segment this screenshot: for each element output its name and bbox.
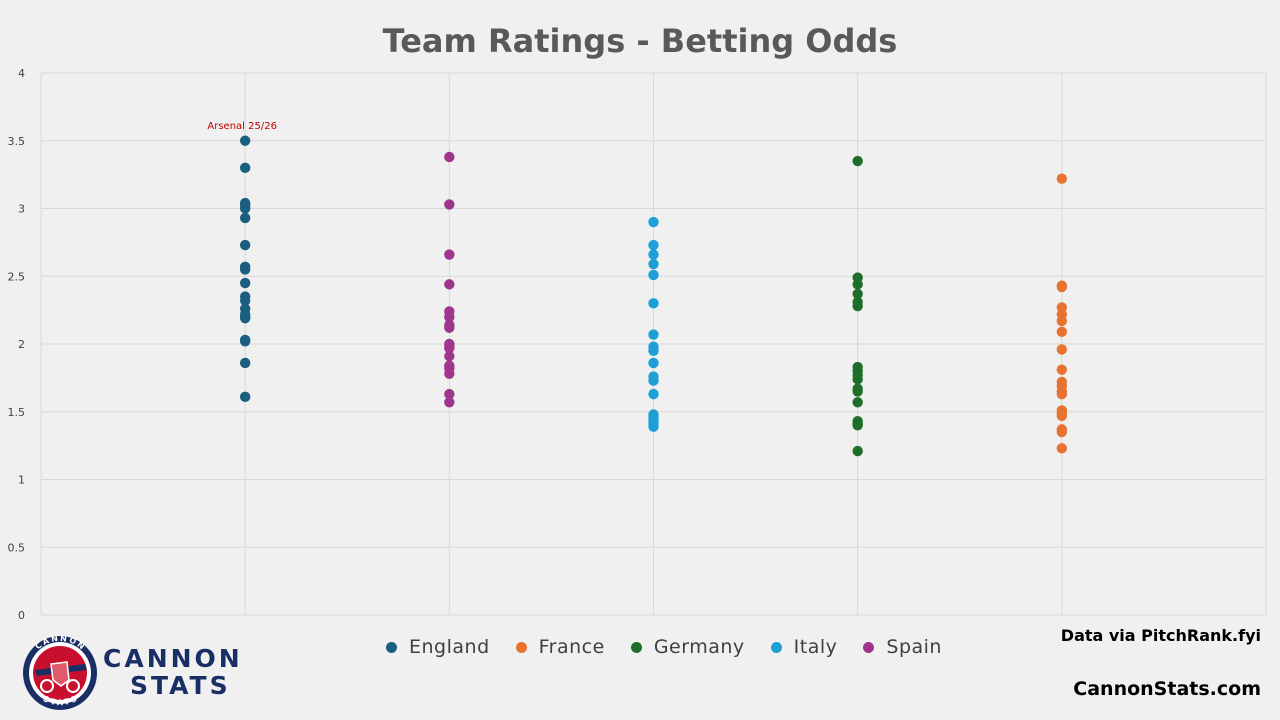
data-point[interactable] [239, 239, 251, 251]
data-point[interactable] [1056, 364, 1068, 375]
legend-label: France [538, 636, 605, 658]
data-point[interactable] [648, 249, 659, 260]
data-point[interactable] [444, 279, 455, 290]
data-point[interactable] [852, 288, 863, 300]
legend-marker-icon [515, 641, 527, 653]
legend-item-france[interactable]: France [515, 636, 605, 658]
data-point[interactable] [852, 445, 863, 457]
series-france [1056, 173, 1068, 454]
data-point[interactable] [239, 162, 251, 174]
data-point[interactable] [444, 350, 455, 362]
y-tick-label: 1.5 [8, 406, 26, 419]
data-point[interactable] [444, 311, 455, 323]
series-italy [648, 216, 659, 432]
data-point[interactable] [1056, 173, 1068, 184]
legend: England France Germany Italy Spain [386, 634, 942, 660]
y-tick-label: 1 [18, 474, 25, 487]
data-point[interactable] [648, 239, 659, 251]
data-point[interactable] [444, 249, 455, 260]
data-points [239, 135, 1068, 457]
data-point[interactable] [444, 199, 455, 210]
data-point[interactable] [239, 391, 251, 403]
data-point[interactable] [1056, 344, 1068, 355]
data-point[interactable] [852, 279, 863, 290]
cannon-stats-logo-icon: CANNON STATS [23, 634, 97, 710]
legend-marker-icon [770, 641, 782, 653]
y-tick-label: 3.5 [8, 135, 26, 148]
chart-title: Team Ratings - Betting Odds [382, 22, 898, 60]
series-germany [852, 155, 863, 457]
data-point[interactable] [1056, 326, 1068, 338]
data-point[interactable] [239, 264, 251, 275]
data-point[interactable] [1056, 443, 1068, 454]
y-tick-label: 2 [18, 338, 25, 351]
data-source-note: Data via PitchRank.fyi [1060, 626, 1261, 645]
annotation-label: Arsenal 25/26 [207, 121, 277, 132]
data-point[interactable] [444, 342, 455, 354]
data-point[interactable] [239, 336, 251, 347]
data-point[interactable] [648, 388, 659, 400]
legend-item-spain[interactable]: Spain [863, 636, 942, 658]
annotations: Arsenal 25/26 [207, 121, 277, 132]
series-england [239, 135, 251, 403]
data-point[interactable] [648, 269, 659, 281]
data-point[interactable] [444, 397, 455, 408]
data-point[interactable] [852, 300, 863, 312]
legend-marker-icon [386, 641, 397, 653]
legend-item-italy[interactable]: Italy [770, 636, 838, 658]
data-point[interactable] [648, 421, 659, 432]
data-point[interactable] [648, 375, 659, 386]
y-axis: 0 0.5 1 1.5 2 2.5 3 3.5 4 [8, 67, 26, 622]
legend-marker-icon [630, 641, 642, 653]
data-point[interactable] [852, 155, 863, 167]
legend-marker-icon [863, 641, 875, 653]
y-tick-label: 4 [18, 67, 25, 80]
y-tick-label: 0 [18, 609, 25, 622]
legend-label: Italy [793, 636, 838, 658]
y-tick-label: 0.5 [8, 541, 26, 554]
series-spain [444, 151, 455, 408]
data-point[interactable] [239, 135, 251, 146]
data-point[interactable] [1056, 315, 1068, 327]
data-point[interactable] [444, 388, 455, 400]
legend-item-england[interactable]: England [386, 636, 490, 658]
data-point[interactable] [648, 329, 659, 340]
legend-label: Germany [653, 636, 745, 658]
data-point[interactable] [239, 277, 251, 289]
legend-label: Spain [886, 636, 942, 658]
data-point[interactable] [852, 374, 863, 385]
site-url[interactable]: CannonStats.com [1073, 678, 1261, 700]
data-point[interactable] [648, 345, 659, 356]
data-point[interactable] [648, 216, 659, 228]
data-point[interactable] [852, 386, 863, 397]
y-tick-label: 2.5 [8, 270, 26, 283]
data-point[interactable] [239, 203, 251, 214]
y-tick-label: 3 [18, 203, 25, 216]
data-point[interactable] [1056, 281, 1068, 293]
data-point[interactable] [1056, 388, 1068, 400]
data-point[interactable] [239, 295, 251, 306]
data-point[interactable] [444, 151, 455, 163]
data-point[interactable] [239, 212, 251, 224]
legend-label: England [409, 636, 490, 658]
brand-line1: CANNON [103, 644, 243, 673]
data-point[interactable] [1056, 426, 1068, 438]
data-point[interactable] [239, 357, 251, 369]
data-point[interactable] [852, 420, 863, 431]
data-point[interactable] [1056, 410, 1068, 422]
data-point[interactable] [444, 368, 455, 380]
data-point[interactable] [648, 258, 659, 270]
brand-wordmark: CANNON STATS [103, 645, 243, 699]
data-point[interactable] [444, 322, 455, 333]
brand-line2: STATS [130, 671, 231, 700]
data-point[interactable] [648, 298, 659, 309]
legend-item-germany[interactable]: Germany [630, 636, 745, 658]
data-point[interactable] [648, 357, 659, 369]
data-point[interactable] [239, 313, 251, 324]
data-point[interactable] [852, 397, 863, 408]
